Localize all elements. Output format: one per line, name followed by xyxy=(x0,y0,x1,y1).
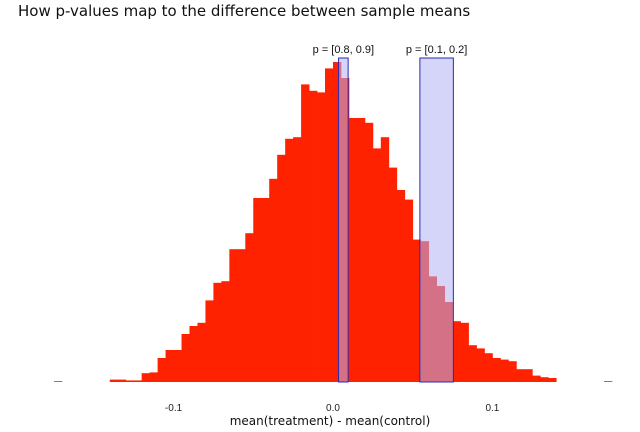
histogram-bar-44 xyxy=(452,321,461,382)
histogram-bar-20 xyxy=(261,198,270,382)
x-axis-ticks: -0.1 0.0 0.1 xyxy=(165,403,500,414)
chart-title: How p-values map to the difference betwe… xyxy=(18,2,471,20)
histogram-bar-54 xyxy=(532,375,541,382)
histogram-bar-47 xyxy=(476,348,485,382)
histogram-bar-1 xyxy=(109,379,119,382)
histogram-bar-46 xyxy=(468,345,477,382)
band-label-0: p = [0.8, 0.9] xyxy=(313,44,374,56)
histogram-bar-6 xyxy=(149,372,159,382)
histogram-bar-33 xyxy=(364,122,374,383)
histogram-bar-12 xyxy=(197,322,206,382)
histogram-bar-16 xyxy=(229,249,238,382)
x-tick-label-0: -0.1 xyxy=(165,403,183,414)
highlight-bands: p = [0.8, 0.9] p = [0.1, 0.2] xyxy=(313,44,467,383)
histogram-bar-22 xyxy=(277,154,286,382)
histogram-bar-52 xyxy=(516,369,525,382)
histogram-bar-56 xyxy=(548,378,557,382)
histogram-bar-37 xyxy=(396,190,406,382)
histogram-bar-10 xyxy=(181,334,190,382)
histogram-bar-15 xyxy=(221,281,230,382)
histogram-bar-50 xyxy=(500,359,509,382)
histogram-bar-55 xyxy=(540,377,549,382)
histogram-bar-38 xyxy=(404,199,414,382)
histogram-bar-29 xyxy=(332,62,342,382)
histogram-bar-57 xyxy=(604,381,613,382)
histogram-bar-2 xyxy=(117,379,127,382)
histogram-bars xyxy=(53,62,613,383)
histogram-bar-7 xyxy=(157,358,166,382)
histogram-bar-18 xyxy=(245,233,254,382)
histogram-bar-51 xyxy=(508,361,517,382)
highlight-band-0 xyxy=(338,57,349,383)
histogram-bar-17 xyxy=(237,249,246,382)
histogram-bar-27 xyxy=(317,92,326,383)
histogram-bar-21 xyxy=(269,178,278,382)
histogram-bar-45 xyxy=(460,322,469,382)
histogram-bar-4 xyxy=(133,380,143,382)
histogram-bar-31 xyxy=(348,118,358,382)
histogram-bar-39 xyxy=(412,239,422,382)
histogram-bar-0 xyxy=(53,381,63,382)
x-tick-label-1: 0.0 xyxy=(326,403,340,414)
histogram-bar-26 xyxy=(309,90,318,383)
histogram-bar-28 xyxy=(325,68,334,383)
histogram-bar-32 xyxy=(356,118,366,382)
histogram-bar-11 xyxy=(189,326,198,382)
histogram-bar-36 xyxy=(388,167,398,382)
x-axis-label: mean(treatment) - mean(control) xyxy=(230,414,431,428)
histogram-bar-14 xyxy=(213,282,222,382)
histogram-bar-35 xyxy=(380,137,390,382)
highlight-band-1 xyxy=(419,57,454,383)
x-tick-label-2: 0.1 xyxy=(485,403,499,414)
histogram-bar-49 xyxy=(492,358,501,382)
histogram-bar-53 xyxy=(524,369,533,382)
band-label-1: p = [0.1, 0.2] xyxy=(406,44,467,56)
histogram-bar-13 xyxy=(205,300,214,382)
histogram-bar-25 xyxy=(301,84,310,383)
histogram-bar-34 xyxy=(372,148,382,382)
histogram-bar-3 xyxy=(125,380,135,382)
histogram-bar-8 xyxy=(165,350,174,382)
histogram-bar-19 xyxy=(253,198,262,382)
histogram-bar-23 xyxy=(285,138,294,382)
histogram-bar-24 xyxy=(293,137,302,382)
histogram-bar-9 xyxy=(173,350,182,382)
histogram-bar-5 xyxy=(141,373,151,382)
histogram-bar-48 xyxy=(484,353,493,382)
